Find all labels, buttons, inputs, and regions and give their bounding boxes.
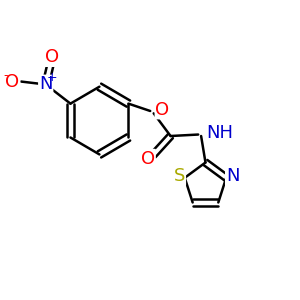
Text: O: O (155, 100, 170, 118)
Text: O: O (141, 150, 155, 168)
Text: NH: NH (206, 124, 233, 142)
Text: O: O (45, 48, 59, 66)
Text: O: O (5, 73, 20, 91)
Text: S: S (174, 167, 185, 185)
Text: -: - (4, 69, 8, 82)
Text: N: N (39, 76, 52, 94)
Text: +: + (47, 70, 57, 84)
Text: N: N (226, 167, 239, 185)
